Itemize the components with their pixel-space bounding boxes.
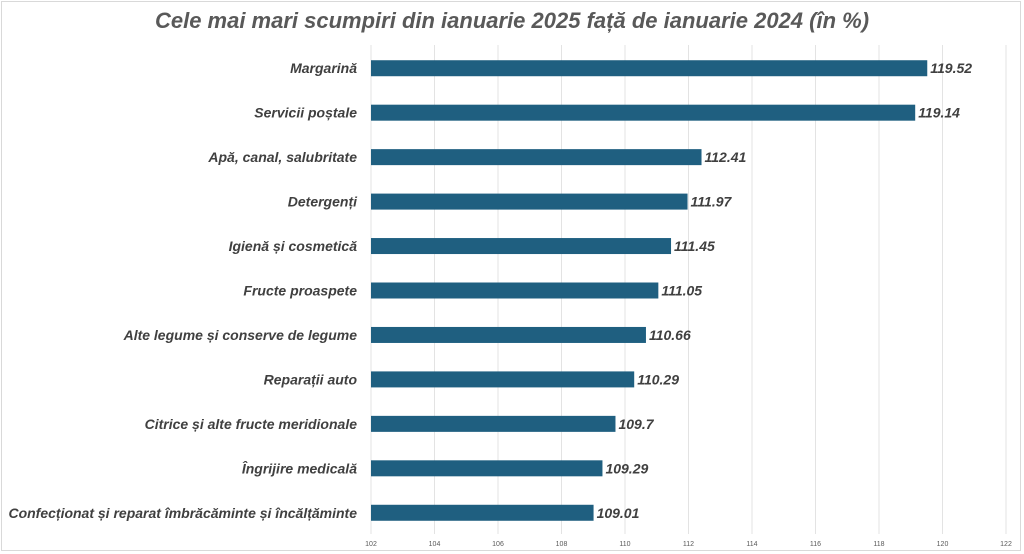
- value-label: 111.45: [674, 238, 715, 254]
- x-tick-label: 112: [683, 541, 694, 548]
- value-label: 109.7: [618, 416, 654, 432]
- value-label: 119.52: [930, 60, 972, 76]
- bar: [371, 193, 688, 210]
- bar: [371, 282, 659, 299]
- bar: [371, 326, 646, 343]
- bar: [371, 415, 616, 432]
- x-tick-label: 106: [492, 541, 504, 548]
- x-tick-label: 114: [746, 541, 757, 548]
- category-labels: Margarină Servicii poștale Apă, canal, sal…: [8, 60, 358, 521]
- x-tick-label: 116: [810, 541, 821, 548]
- value-label: 110.66: [649, 327, 691, 343]
- category-label: Igienă și cosmetică: [229, 238, 358, 254]
- x-tick-label: 122: [1000, 541, 1012, 548]
- category-label: Detergenți: [288, 194, 358, 210]
- category-label: Fructe proaspete: [243, 283, 357, 299]
- value-label: 111.97: [691, 194, 733, 210]
- x-tick-label: 102: [365, 541, 377, 548]
- bar: [371, 104, 916, 121]
- category-label: Reparații auto: [264, 371, 358, 387]
- chart-title: Cele mai mari scumpiri din ianuarie 2025…: [154, 8, 870, 33]
- value-label: 112.41: [705, 149, 747, 165]
- bar: [371, 371, 635, 388]
- x-tick-label: 118: [873, 541, 884, 548]
- category-label: Margarină: [290, 60, 357, 76]
- value-label: 109.01: [597, 505, 640, 521]
- x-tick-label: 120: [937, 541, 949, 548]
- x-tick-label: 104: [429, 541, 441, 548]
- value-label: 119.14: [918, 105, 960, 121]
- bar: [371, 504, 594, 521]
- category-label: Servicii poștale: [254, 105, 357, 121]
- bar: [371, 460, 603, 477]
- category-label: Alte legume și conserve de legume: [123, 327, 358, 343]
- x-tick-label: 110: [619, 541, 630, 548]
- bars: [371, 60, 928, 521]
- category-label: Îngrijire medicală: [242, 459, 357, 476]
- bar: [371, 238, 672, 255]
- bar: [371, 60, 928, 77]
- value-label: 109.29: [605, 460, 648, 476]
- x-axis-ticks: 102 104 106 108 110 112 114 116 118 120 122: [365, 541, 1012, 548]
- value-label: 111.05: [661, 283, 702, 299]
- bar: [371, 149, 702, 166]
- x-tick-label: 108: [556, 541, 568, 548]
- category-label: Confecționat și reparat îmbrăcăminte și …: [8, 505, 357, 521]
- value-label: 110.29: [637, 371, 679, 387]
- value-labels: 119.52 119.14 112.41 111.97 111.45 111.05 110.…: [597, 60, 973, 521]
- category-label: Apă, canal, salubritate: [207, 149, 357, 165]
- category-label: Citrice și alte fructe meridionale: [145, 416, 358, 432]
- gridlines: [370, 45, 1007, 534]
